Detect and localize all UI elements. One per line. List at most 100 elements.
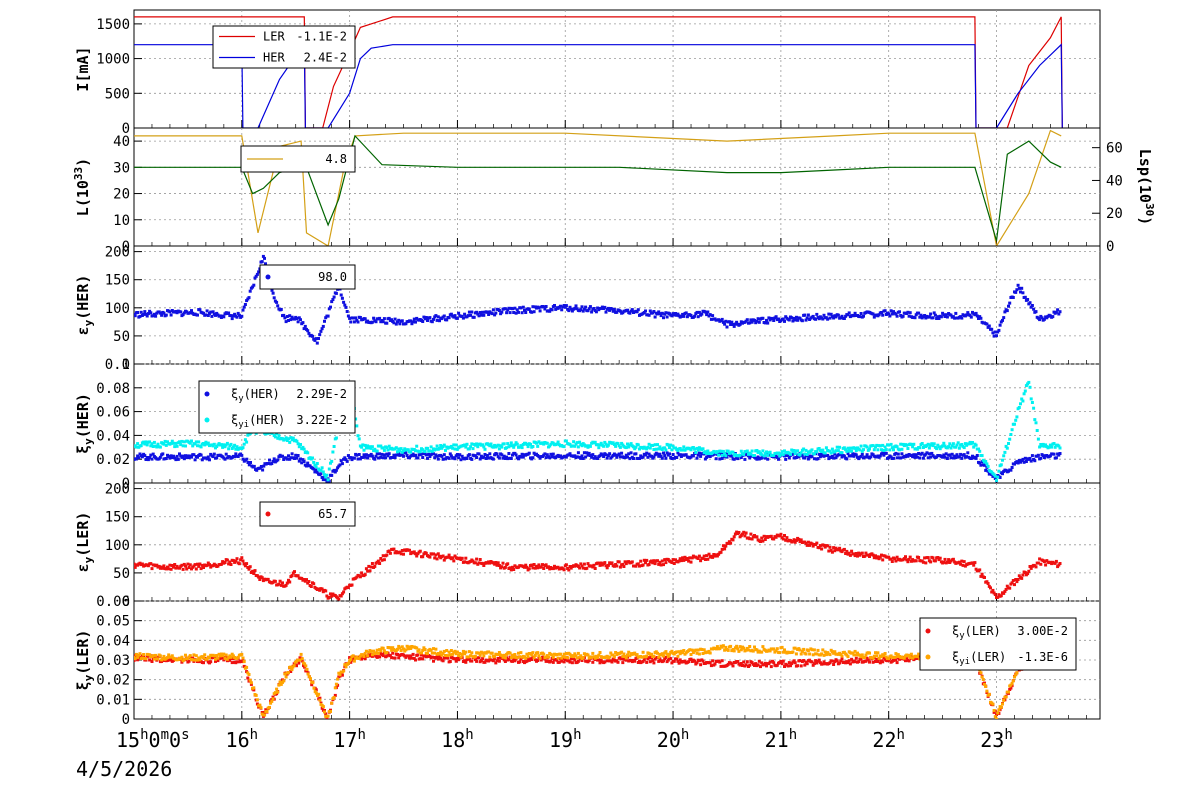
data-point (307, 580, 310, 583)
data-point (295, 457, 298, 460)
data-point (436, 557, 439, 560)
legend: 65.7 (260, 502, 355, 526)
data-point (198, 658, 201, 661)
data-point (342, 301, 345, 304)
data-point (416, 456, 419, 459)
data-point (421, 657, 424, 660)
data-point (448, 554, 451, 557)
data-point (796, 664, 799, 667)
data-point (981, 573, 984, 576)
data-point (513, 653, 516, 656)
data-point (323, 320, 326, 323)
data-point (850, 550, 853, 553)
data-point (733, 649, 736, 652)
data-point (464, 557, 467, 560)
data-point (165, 314, 168, 317)
data-point (170, 314, 173, 317)
data-point (815, 450, 818, 453)
data-point (452, 559, 455, 562)
data-point (394, 657, 397, 660)
data-point (383, 449, 386, 452)
data-point (560, 308, 563, 311)
data-point (755, 535, 758, 538)
data-point (632, 457, 635, 460)
data-point (539, 657, 542, 660)
data-point (481, 657, 484, 660)
data-point (942, 442, 945, 445)
data-point (268, 459, 271, 462)
data-point (902, 315, 905, 318)
data-point (565, 563, 568, 566)
data-point (464, 651, 467, 654)
data-point (542, 567, 545, 570)
data-point (134, 314, 137, 317)
data-point (583, 563, 586, 566)
data-point (454, 457, 457, 460)
y-tick-label: 150 (105, 273, 130, 289)
data-point (607, 444, 610, 447)
data-point (672, 453, 675, 456)
data-point (724, 454, 727, 457)
data-point (1019, 402, 1022, 405)
data-point (536, 445, 539, 448)
data-point (696, 457, 699, 460)
data-point (500, 311, 503, 314)
data-point (666, 316, 669, 319)
data-point (190, 309, 193, 312)
data-point (242, 446, 245, 449)
data-point (952, 442, 955, 445)
data-point (299, 318, 302, 321)
data-point (196, 314, 199, 317)
data-point (272, 697, 275, 700)
data-point (575, 304, 578, 307)
data-point (897, 453, 900, 456)
data-point (915, 559, 918, 562)
data-point (335, 292, 338, 295)
data-point (594, 567, 597, 570)
data-point (634, 452, 637, 455)
data-point (746, 660, 749, 663)
data-point (432, 660, 435, 663)
data-point (327, 715, 330, 718)
data-point (597, 446, 600, 449)
data-point (914, 316, 917, 319)
data-point (545, 305, 548, 308)
data-point (1018, 406, 1021, 409)
data-point (328, 468, 331, 471)
data-point (437, 458, 440, 461)
legend-swatch (266, 275, 271, 280)
data-point (280, 308, 283, 311)
data-point (248, 673, 251, 676)
data-point (277, 434, 280, 437)
data-point (1017, 284, 1020, 287)
data-point (475, 456, 478, 459)
data-point (522, 306, 525, 309)
data-point (584, 306, 587, 309)
data-point (861, 552, 864, 555)
data-point (1020, 287, 1023, 290)
data-point (1021, 400, 1024, 403)
data-point (290, 668, 293, 671)
data-point (1055, 456, 1058, 459)
y-tick-label: 1000 (96, 52, 130, 68)
data-point (394, 318, 397, 321)
data-point (151, 567, 154, 570)
data-point (645, 655, 648, 658)
data-point (630, 451, 633, 454)
data-point (327, 315, 330, 318)
data-point (788, 456, 791, 459)
data-point (896, 315, 899, 318)
data-point (1009, 433, 1012, 436)
data-point (322, 470, 325, 473)
data-point (932, 556, 935, 559)
data-point (800, 664, 803, 667)
data-point (142, 653, 145, 656)
data-point (190, 440, 193, 443)
data-point (159, 654, 162, 657)
data-point (542, 653, 545, 656)
data-point (340, 294, 343, 297)
data-point (472, 447, 475, 450)
data-point (898, 310, 901, 313)
data-point (1002, 316, 1005, 319)
